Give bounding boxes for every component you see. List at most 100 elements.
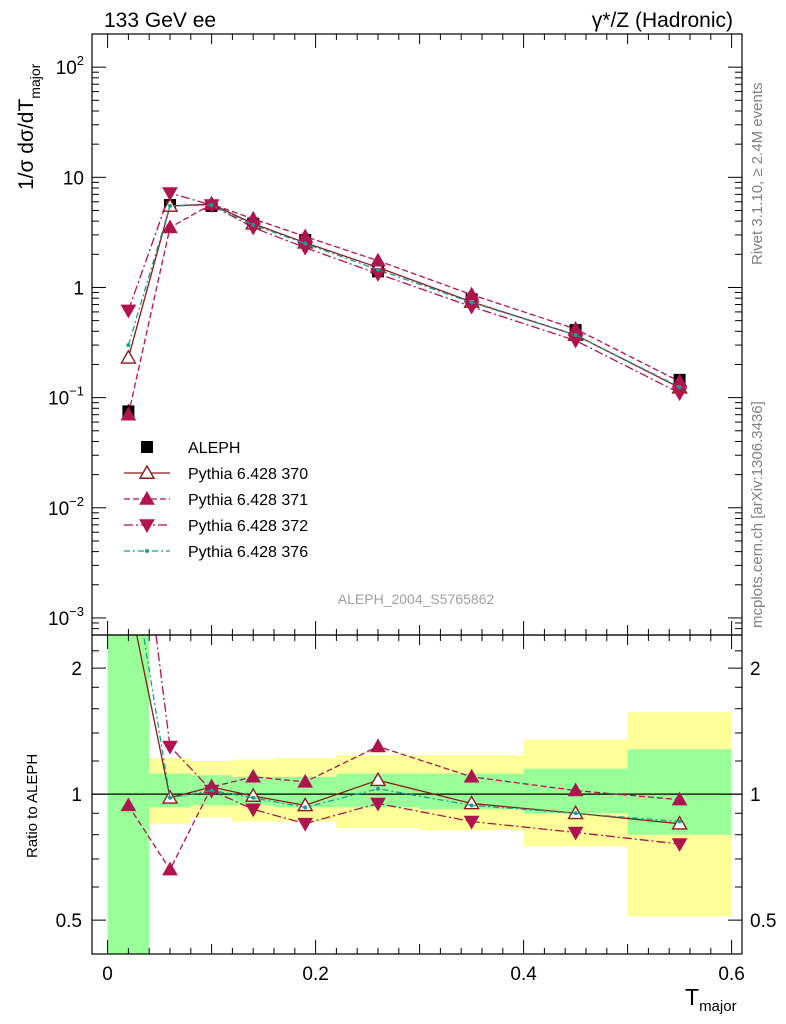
- x-axis-label: Tmajor: [685, 984, 737, 1015]
- ratio-point-p376: [303, 805, 308, 810]
- x-tick-label: 0.4: [510, 964, 537, 985]
- ratio-uncertainty-bands: [92, 635, 742, 954]
- series-line-p371: [127, 203, 680, 415]
- ratio-point-p376: [251, 795, 256, 800]
- ratio-point-p376: [677, 819, 682, 824]
- point-p371: [162, 219, 178, 234]
- main-y-tick-label-base: 1: [73, 278, 84, 299]
- ratio-point-p376: [573, 811, 578, 816]
- legend-marker-data: [141, 441, 153, 453]
- header-right-label: γ*/Z (Hadronic): [592, 9, 733, 32]
- legend: ALEPH Pythia 6.428 370 Pythia 6.428 371 Pyt…: [124, 440, 308, 561]
- series-line-p370: [127, 203, 680, 389]
- series-p371: [120, 196, 688, 421]
- legend-item-p372: Pythia 6.428 372: [124, 518, 308, 535]
- rivet-version-label: Rivet 3.1.10, ≥ 2.4M events: [749, 83, 766, 266]
- point-p372: [120, 304, 137, 319]
- ratio-point-p376: [209, 788, 214, 793]
- analysis-id-label: ALEPH_2004_S5765862: [338, 591, 495, 607]
- ratio-point-p376: [469, 803, 474, 808]
- main-y-tick-label: 102: [56, 53, 84, 79]
- ratio-point-p372: [162, 740, 178, 755]
- point-p372: [671, 387, 688, 402]
- main-y-tick-label-exp: 2: [77, 53, 84, 68]
- main-y-tick-label: 10−3: [48, 604, 84, 630]
- main-y-tick-label-base: 10: [48, 389, 69, 410]
- legend-marker-p376: [145, 549, 149, 553]
- legend-label-p372: Pythia 6.428 372: [188, 518, 308, 535]
- legend-label-p376: Pythia 6.428 376: [188, 544, 308, 561]
- ratio-y-tick-label-left: 0.5: [56, 911, 82, 932]
- x-tick-label: 0.6: [718, 964, 744, 985]
- legend-item-p371: Pythia 6.428 371: [124, 490, 308, 509]
- ratio-series-p376: [126, 540, 682, 824]
- ratio-point-p370: [369, 771, 387, 787]
- ratio-point-p371: [463, 768, 480, 783]
- point-p376: [376, 267, 380, 272]
- point-p376: [126, 343, 131, 348]
- main-y-tick-label-base: 10: [48, 609, 69, 630]
- point-p371: [370, 252, 386, 267]
- ratio-point-p372: [370, 797, 386, 812]
- main-y-axis-label: 1/σ dσ/dTmajor: [15, 63, 43, 190]
- ratio-point-p371: [297, 773, 314, 788]
- svg-text:Tmajor: Tmajor: [685, 984, 737, 1015]
- ratio-point-p371: [370, 738, 386, 753]
- x-axis-label-text: T: [685, 984, 699, 1010]
- ratio-point-p376: [126, 540, 130, 544]
- ratio-point-p372: [567, 826, 584, 841]
- ratio-point-p370: [121, 587, 135, 599]
- ratio-y-tick-label-left: 2: [71, 659, 82, 680]
- main-y-tick-label-base: 10: [56, 58, 77, 79]
- x-tick-label: 0.2: [302, 964, 328, 985]
- legend-marker-p372: [139, 519, 155, 534]
- ratio-point-p370: [296, 796, 314, 812]
- ratio-point-p372: [245, 803, 262, 818]
- point-p376: [168, 203, 172, 208]
- ratio-point-p371: [162, 861, 178, 876]
- main-y-tick-label: 10: [63, 168, 84, 189]
- point-p371: [463, 286, 480, 301]
- series-line-p376: [127, 204, 680, 388]
- series-line-p372: [127, 192, 680, 394]
- svg-text:1/σ dσ/dTmajor: 1/σ dσ/dTmajor: [15, 63, 43, 190]
- legend-marker-p370: [138, 464, 156, 479]
- ratio-y-tick-label-right: 0.5: [750, 911, 776, 932]
- main-y-tick-label-exp: −2: [69, 494, 84, 509]
- main-y-axis-label-text: 1/σ dσ/dT: [15, 99, 38, 190]
- series-p376: [126, 203, 682, 389]
- point-p371: [120, 406, 137, 421]
- point-p370: [120, 349, 137, 364]
- legend-item-p376: Pythia 6.428 376: [124, 544, 308, 561]
- x-axis-label-sub: major: [699, 998, 737, 1015]
- point-p376: [469, 300, 474, 305]
- point-p376: [251, 222, 256, 227]
- ratio-point-p376: [376, 786, 380, 791]
- ratio-series-layer: [120, 540, 688, 876]
- point-p376: [573, 333, 578, 338]
- point-p372: [162, 187, 178, 202]
- main-y-tick-label: 10−1: [48, 384, 84, 410]
- legend-marker-p371: [139, 490, 155, 505]
- ratio-point-p372: [671, 838, 688, 853]
- series-p372: [120, 187, 688, 402]
- ratio-y-axis-label: Ratio to ALEPH: [24, 754, 41, 858]
- main-y-tick-label-base: 10: [48, 499, 69, 520]
- main-y-tick-label: 10−2: [48, 494, 84, 520]
- x-tick-label: 0: [102, 964, 113, 985]
- ratio-point-p372: [297, 817, 314, 832]
- point-p376: [303, 241, 308, 246]
- main-y-tick-label-exp: −3: [69, 604, 84, 619]
- point-p376: [209, 203, 214, 208]
- ratio-y-tick-label-right: 1: [750, 785, 761, 806]
- ratio-point-p371: [671, 791, 688, 806]
- legend-item-p370: Pythia 6.428 370: [124, 464, 308, 483]
- mcplots-source-label: mcplots.cern.ch [arXiv:1306.3436]: [749, 401, 766, 628]
- ratio-point-p371: [245, 768, 262, 783]
- main-y-tick-label: 1: [73, 278, 84, 299]
- ratio-point-p372: [463, 815, 480, 830]
- main-y-tick-label-exp: −1: [69, 384, 84, 399]
- point-p372: [245, 221, 262, 236]
- ratio-y-tick-label-left: 1: [71, 785, 82, 806]
